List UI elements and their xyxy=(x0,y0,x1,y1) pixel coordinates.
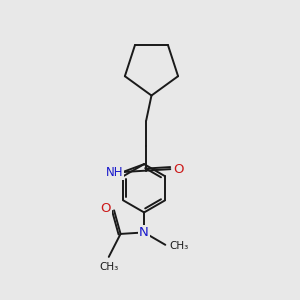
Text: CH₃: CH₃ xyxy=(99,262,119,272)
Text: NH: NH xyxy=(106,166,123,178)
Text: O: O xyxy=(173,163,184,176)
Text: O: O xyxy=(100,202,111,215)
Text: N: N xyxy=(139,226,149,239)
Text: CH₃: CH₃ xyxy=(170,241,189,251)
